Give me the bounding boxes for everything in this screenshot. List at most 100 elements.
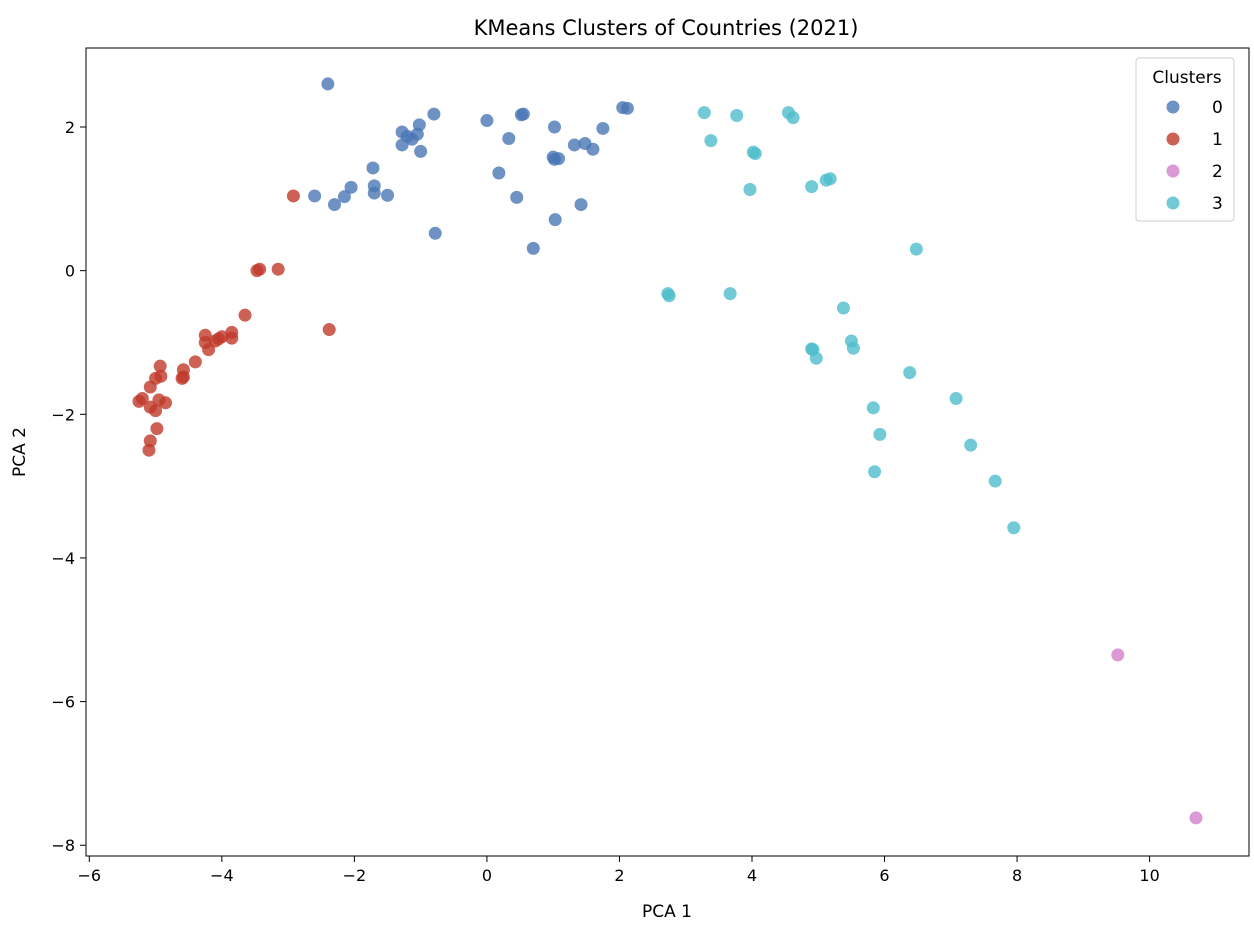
y-tick-label: −2	[51, 405, 75, 424]
x-axis-label: PCA 1	[642, 902, 692, 922]
data-point	[574, 198, 588, 212]
data-point	[836, 301, 850, 315]
y-axis-label: PCA 2	[10, 427, 30, 477]
data-point	[395, 138, 409, 152]
legend-label: 1	[1212, 130, 1223, 150]
data-point	[964, 438, 978, 452]
data-point	[381, 188, 395, 202]
data-point	[250, 264, 264, 278]
x-tick-label: 8	[1012, 866, 1022, 885]
legend-title: Clusters	[1152, 68, 1221, 88]
data-point	[492, 166, 506, 180]
data-point	[328, 198, 342, 212]
data-point	[412, 118, 426, 132]
data-point	[620, 101, 634, 115]
data-point	[143, 380, 157, 394]
data-point	[152, 393, 166, 407]
data-point	[988, 474, 1002, 488]
x-tick-label: 4	[747, 866, 757, 885]
data-point	[308, 189, 322, 203]
legend-label: 2	[1212, 162, 1223, 182]
data-point	[823, 172, 837, 186]
data-point	[662, 289, 676, 303]
data-point	[567, 138, 581, 152]
data-point	[516, 107, 530, 121]
data-point	[337, 190, 351, 204]
legend-box	[1135, 57, 1235, 222]
data-point	[366, 161, 380, 175]
data-point	[1007, 521, 1021, 535]
data-point	[949, 391, 963, 405]
y-tick-label: 2	[65, 118, 75, 137]
x-axis: −6 −4 −2 0 2 4 6 8 10	[78, 856, 1160, 885]
data-point	[188, 355, 202, 369]
data-point	[414, 144, 428, 158]
data-point	[866, 401, 880, 415]
y-axis: 2 0 −2 −4 −6 −8	[51, 118, 86, 855]
x-tick-label: −6	[78, 866, 102, 885]
data-point	[198, 335, 212, 349]
data-point	[743, 182, 757, 196]
data-point	[697, 106, 711, 120]
data-point	[909, 242, 923, 256]
data-point	[786, 111, 800, 125]
data-point	[367, 186, 381, 200]
data-point	[142, 443, 156, 457]
y-tick-label: −8	[51, 836, 75, 855]
data-point	[586, 142, 600, 156]
legend-marker	[1166, 100, 1180, 114]
data-point	[510, 190, 524, 204]
series-0	[308, 77, 634, 255]
legend-label: 3	[1212, 194, 1223, 214]
data-point	[596, 121, 610, 135]
chart-title: KMeans Clusters of Countries (2021)	[474, 16, 859, 40]
data-point	[1111, 648, 1125, 662]
data-point	[502, 131, 516, 145]
data-point	[548, 213, 562, 227]
series-2	[1111, 648, 1203, 825]
data-point	[526, 241, 540, 255]
x-tick-label: 0	[482, 866, 492, 885]
data-point	[480, 114, 494, 128]
data-point	[730, 109, 744, 123]
legend-label: 0	[1212, 98, 1223, 118]
data-point	[225, 331, 239, 345]
data-point	[748, 147, 762, 161]
data-point	[271, 262, 285, 276]
y-tick-label: −6	[51, 693, 75, 712]
data-point	[846, 341, 860, 355]
y-tick-label: 0	[65, 262, 75, 281]
x-tick-label: 6	[879, 866, 889, 885]
plot-frame	[85, 47, 1250, 857]
data-point	[873, 427, 887, 441]
data-point	[868, 465, 882, 479]
data-point	[723, 287, 737, 301]
data-point	[175, 371, 189, 385]
series-1	[132, 189, 336, 457]
data-point	[704, 134, 718, 148]
data-points	[132, 77, 1203, 825]
legend: Clusters 0 1 2 3	[1135, 57, 1235, 222]
data-point	[548, 120, 562, 134]
x-tick-label: 2	[614, 866, 624, 885]
data-point	[150, 422, 164, 436]
data-point	[149, 404, 163, 418]
data-point	[428, 226, 442, 240]
legend-marker	[1166, 164, 1180, 178]
y-tick-label: −4	[51, 549, 75, 568]
data-point	[548, 152, 562, 166]
data-point	[809, 351, 823, 365]
data-point	[1189, 811, 1203, 825]
data-point	[238, 308, 252, 322]
data-point	[321, 77, 335, 91]
x-tick-label: 10	[1139, 866, 1159, 885]
data-point	[132, 394, 146, 408]
data-point	[344, 180, 358, 194]
data-point	[153, 359, 167, 373]
data-point	[427, 107, 441, 121]
data-point	[286, 189, 300, 203]
x-tick-label: −2	[343, 866, 367, 885]
data-point	[805, 180, 819, 194]
legend-marker	[1166, 196, 1180, 210]
